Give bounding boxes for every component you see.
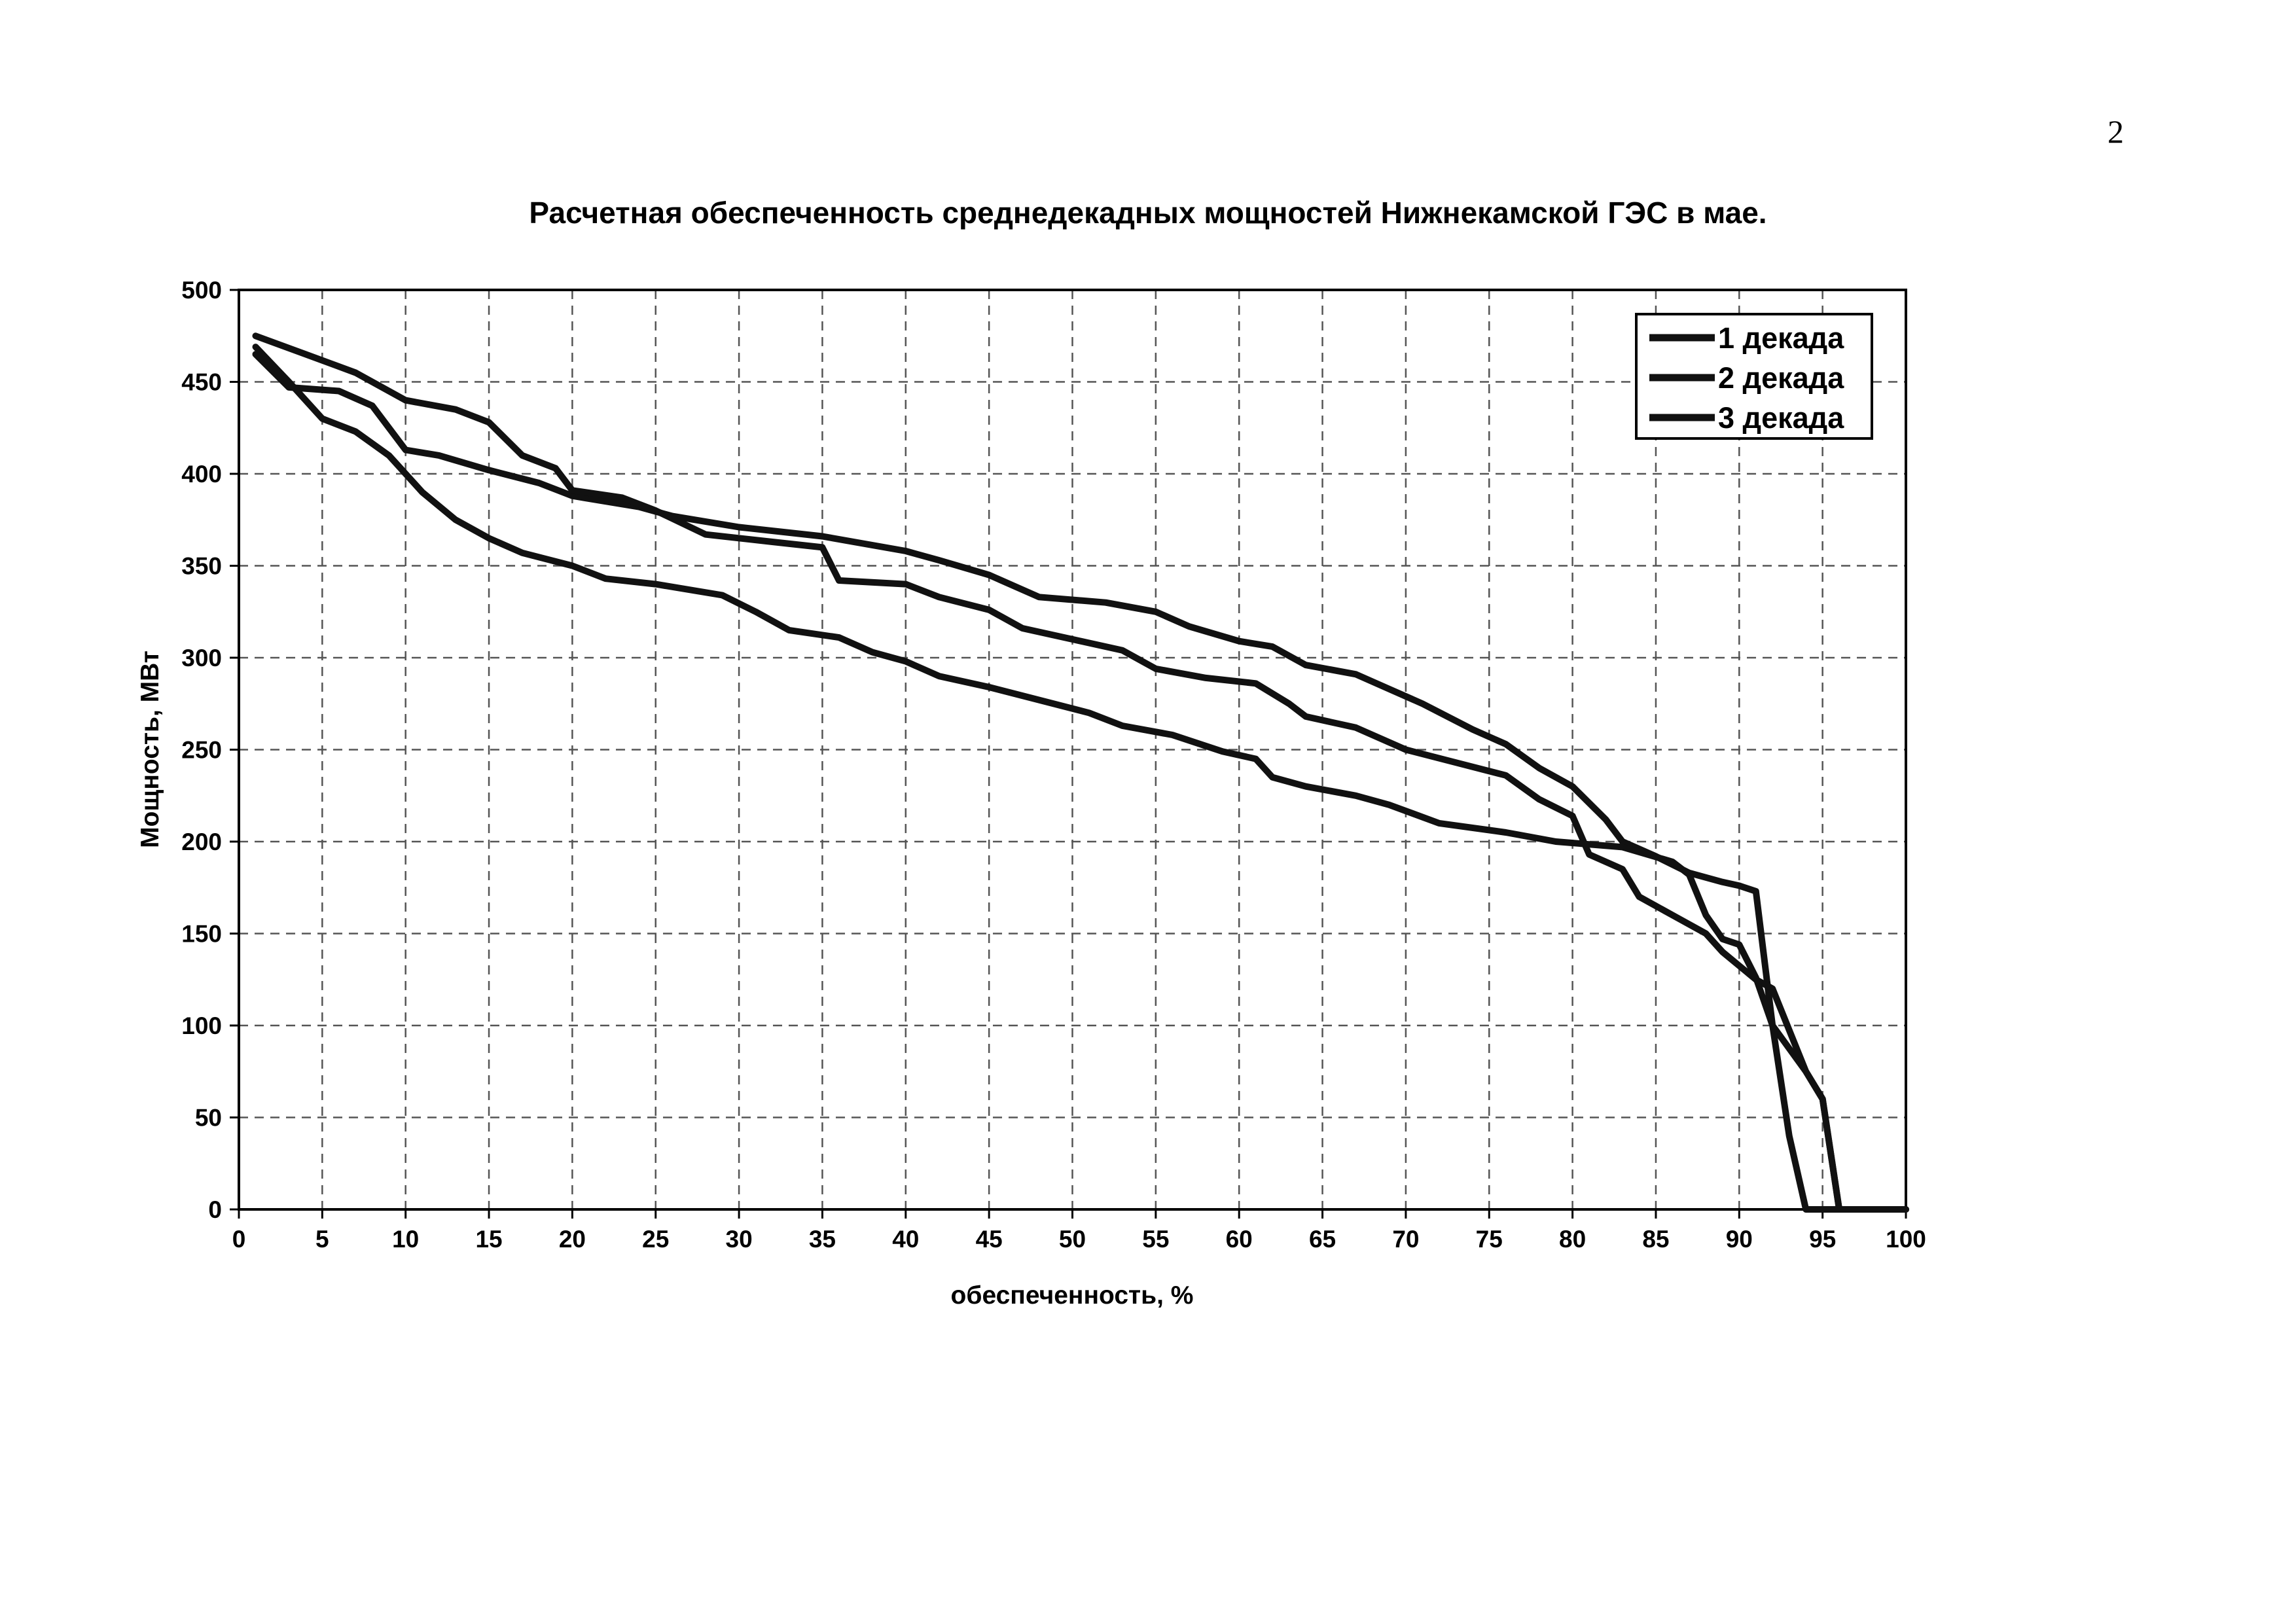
y-tick-label: 400: [181, 461, 222, 488]
series-line-2: [252, 332, 1909, 1213]
y-tick-label: 350: [181, 553, 222, 580]
y-tick-label: 50: [195, 1105, 222, 1132]
x-tick-label: 35: [809, 1226, 836, 1253]
x-axis-label: обеспеченность, %: [951, 1281, 1194, 1310]
x-tick-label: 15: [475, 1226, 502, 1253]
x-tick-label: 80: [1559, 1226, 1586, 1253]
y-tick-label: 450: [181, 369, 222, 396]
x-tick-label: 30: [726, 1226, 753, 1253]
y-tick-label: 250: [181, 737, 222, 764]
series-line-1: [252, 351, 1909, 1213]
x-tick-label: 90: [1726, 1226, 1753, 1253]
x-tick-label: 50: [1059, 1226, 1086, 1253]
x-tick-label: 45: [976, 1226, 1003, 1253]
series-line-3: [252, 344, 1909, 1213]
legend-label-2: 2 декада: [1718, 361, 1844, 395]
x-tick-label: 20: [559, 1226, 586, 1253]
y-axis-label: Мощность, МВт: [136, 651, 164, 848]
y-tick-label: 200: [181, 829, 222, 855]
page-number: 2: [2108, 113, 2124, 150]
x-axis-ticks: 0 5 10 15 20 25 30 35 40 45 50 55 60 65 70 75 80 85 90 95 10…: [232, 1209, 1926, 1253]
x-tick-label: 70: [1392, 1226, 1419, 1253]
grid-layer: [239, 290, 1906, 1209]
x-tick-label: 75: [1476, 1226, 1503, 1253]
x-tick-label: 60: [1226, 1226, 1253, 1253]
x-tick-label: 55: [1142, 1226, 1169, 1253]
x-tick-label: 40: [892, 1226, 919, 1253]
x-tick-label: 65: [1309, 1226, 1336, 1253]
x-tick-label: 100: [1886, 1226, 1926, 1253]
y-axis-ticks: 0 50 100 150 200 250 300 350 400 450 500: [181, 277, 239, 1223]
y-tick-label: 100: [181, 1012, 222, 1039]
y-tick-label: 500: [181, 277, 222, 304]
x-tick-label: 25: [642, 1226, 669, 1253]
x-tick-label: 95: [1809, 1226, 1836, 1253]
legend: 1 декада 2 декада 3 декада: [1635, 313, 1873, 440]
chart-title: Расчетная обеспеченность среднедекадных …: [529, 196, 1767, 230]
x-tick-label: 0: [232, 1226, 246, 1253]
legend-label-1: 1 декада: [1718, 321, 1844, 355]
legend-label-3: 3 декада: [1718, 401, 1844, 435]
x-tick-label: 85: [1642, 1226, 1669, 1253]
y-tick-label: 150: [181, 921, 222, 948]
x-tick-label: 10: [392, 1226, 419, 1253]
x-tick-label: 5: [315, 1226, 329, 1253]
y-tick-label: 300: [181, 645, 222, 671]
y-tick-label: 0: [208, 1196, 222, 1223]
series-layer: [252, 332, 1909, 1213]
